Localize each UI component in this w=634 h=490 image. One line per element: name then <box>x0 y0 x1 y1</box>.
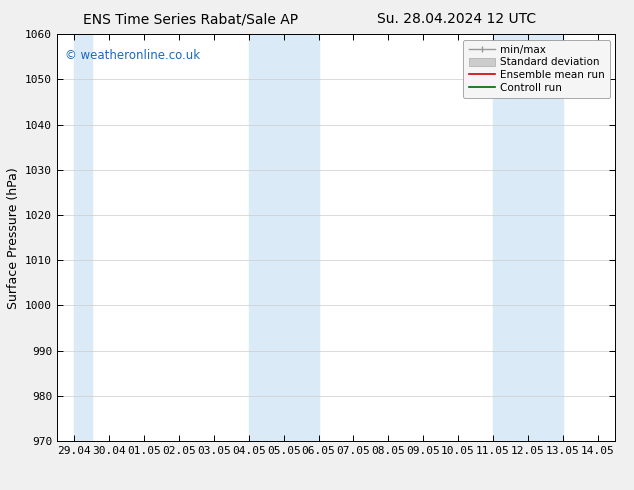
Bar <box>75 34 92 441</box>
Text: © weatheronline.co.uk: © weatheronline.co.uk <box>65 49 200 62</box>
Text: ENS Time Series Rabat/Sale AP: ENS Time Series Rabat/Sale AP <box>82 12 298 26</box>
Bar <box>249 34 319 441</box>
Text: Su. 28.04.2024 12 UTC: Su. 28.04.2024 12 UTC <box>377 12 536 26</box>
Y-axis label: Surface Pressure (hPa): Surface Pressure (hPa) <box>6 167 20 309</box>
Legend: min/max, Standard deviation, Ensemble mean run, Controll run: min/max, Standard deviation, Ensemble me… <box>463 40 610 98</box>
Bar <box>493 34 563 441</box>
